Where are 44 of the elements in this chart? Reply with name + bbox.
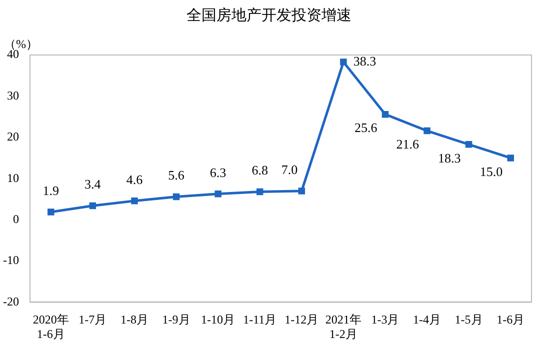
point: [298, 188, 306, 194]
data-label: 5.6: [168, 168, 185, 183]
data-label: 4.6: [126, 172, 144, 187]
data-label: 38.3: [353, 53, 376, 68]
y-tick-label: 20: [6, 130, 19, 144]
point: [89, 202, 96, 210]
x-tick-label: 1-11月: [243, 312, 277, 327]
data-label: 21.6: [396, 136, 420, 152]
chart-title: 全国房地产开发投资增速: [186, 6, 352, 25]
data-label: 6.8: [252, 162, 268, 178]
point: [382, 110, 389, 118]
data-label: 3.4: [84, 176, 102, 192]
data-label: 25.6: [354, 120, 378, 136]
x-tick-label: 1-5月: [454, 312, 483, 327]
x-tick-label: 1-8月: [120, 312, 148, 327]
x-tick-label: 1-9月: [162, 312, 190, 327]
point: [256, 188, 264, 196]
y-tick-label: 30: [6, 88, 19, 102]
x-tick-label: 2021年 1-2月: [325, 312, 362, 341]
x-tick-label: 1-12月: [284, 312, 319, 327]
data-label: 18.3: [438, 150, 461, 166]
x-tick-label: 1-10月: [201, 312, 236, 327]
x-tick-label: 1-7月: [78, 312, 107, 327]
point: [48, 208, 54, 216]
point: [340, 58, 347, 66]
point: [172, 193, 180, 200]
data-label: 6.3: [210, 164, 226, 180]
point: [465, 141, 472, 148]
data-label: 7.0: [281, 162, 298, 177]
x-tick-label: 2020年 1-6月: [32, 312, 69, 341]
x-tick-label: 1-3月: [371, 312, 400, 327]
point: [131, 197, 138, 204]
y-axis-title: （%）: [4, 36, 38, 51]
y-tick-label: -10: [2, 253, 19, 268]
y-tick-label: 0: [12, 212, 19, 226]
data-label: 15.0: [480, 164, 503, 179]
data-label: 1.9: [42, 182, 60, 198]
x-tick-label: 1-6月: [496, 312, 525, 327]
y-tick-label: 10: [6, 170, 19, 185]
point: [424, 127, 430, 134]
y-tick-label: -20: [2, 294, 19, 308]
point: [507, 154, 514, 162]
point: [214, 190, 222, 198]
x-tick-label: 1-4月: [413, 312, 442, 327]
